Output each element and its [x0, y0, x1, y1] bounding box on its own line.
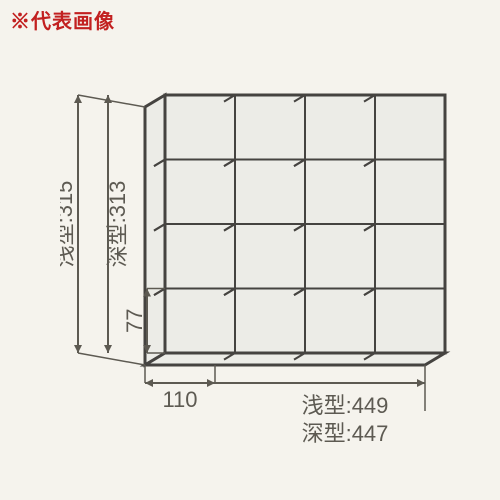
dim-width-a: 浅型:449: [302, 393, 389, 418]
dim-height-inner: 深型:313: [105, 181, 130, 268]
cabinet-diagram: 浅型:315 深型:313 77 110 浅型:449 深型:447: [60, 55, 460, 475]
dim-cell-height: 77: [122, 309, 147, 333]
dim-height-outer: 浅型:315: [60, 181, 77, 268]
dim-cell-width: 110: [162, 387, 197, 412]
representative-image-label: ※代表画像: [10, 5, 115, 34]
dim-width-b: 深型:447: [302, 421, 389, 446]
diagram-stage: 浅型:315 深型:313 77 110 浅型:449 深型:447: [60, 55, 460, 465]
